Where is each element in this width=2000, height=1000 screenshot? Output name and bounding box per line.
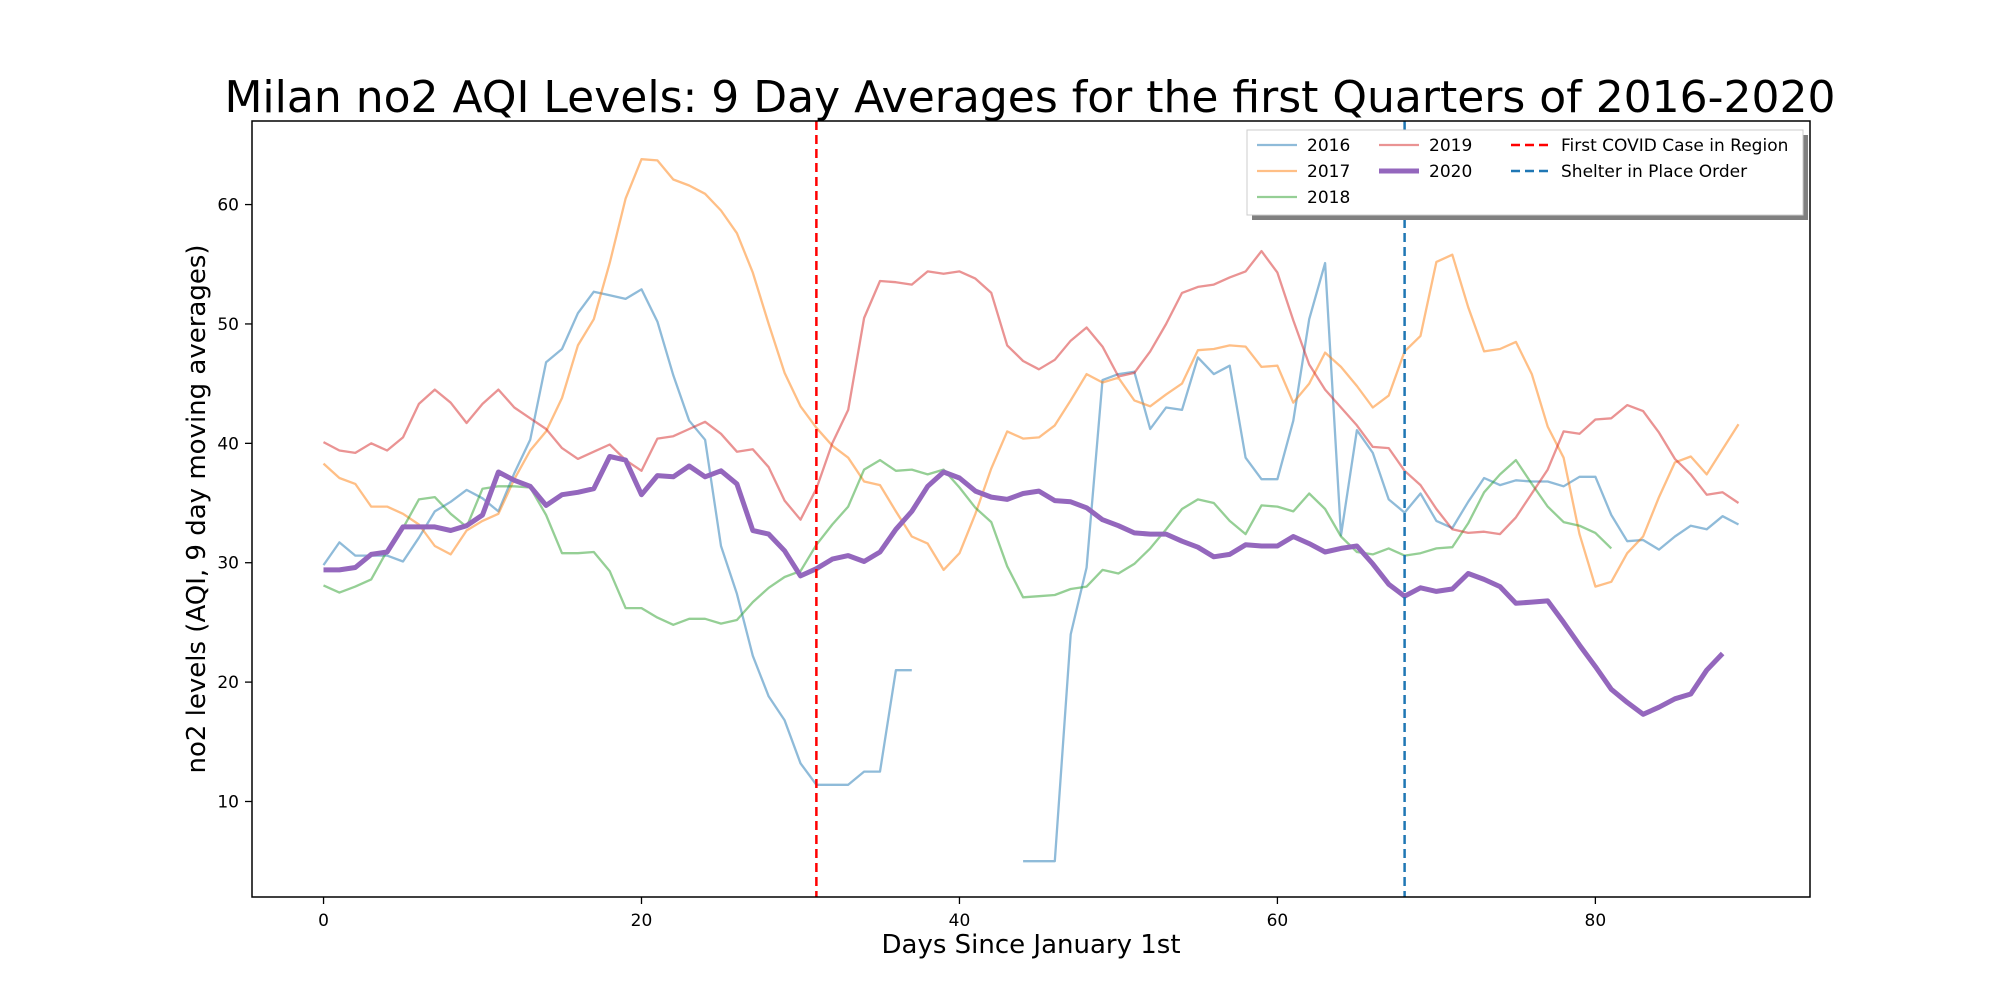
legend-label: 2018 <box>1307 188 1350 208</box>
plot-area <box>322 158 1740 863</box>
x-tick-label: 60 <box>1267 911 1289 931</box>
y-tick-label: 30 <box>217 554 239 574</box>
series-line-2016-segment-1 <box>322 288 912 786</box>
x-tick-label: 80 <box>1585 911 1607 931</box>
legend: 2016 2017 2018 2019 2020 First COVID Case in … <box>1246 129 1808 220</box>
x-axis-title: Days Since January 1st <box>881 930 1180 960</box>
y-tick-label: 10 <box>217 792 239 812</box>
legend-label: Shelter in Place Order <box>1561 162 1747 182</box>
plot-frame <box>251 120 1811 898</box>
reference-lines <box>815 121 1406 897</box>
y-tick-label: 20 <box>217 673 239 693</box>
x-tick-label: 20 <box>631 911 653 931</box>
legend-label: 2020 <box>1429 162 1472 182</box>
legend-label: 2019 <box>1429 136 1472 156</box>
series-line-2019-segment-1 <box>322 249 1740 536</box>
y-tick-label: 50 <box>217 315 239 335</box>
chart-title: Milan no2 AQI Levels: 9 Day Averages for… <box>224 72 1835 123</box>
series-line-2016-segment-2 <box>1023 261 1740 863</box>
x-tick-label: 0 <box>318 911 329 931</box>
y-axis-ticks: 10 20 30 40 50 60 <box>217 196 252 812</box>
legend-label: First COVID Case in Region <box>1561 136 1788 156</box>
legend-label: 2017 <box>1307 162 1350 182</box>
y-tick-label: 60 <box>217 196 239 216</box>
x-axis-ticks: 0 20 40 60 80 <box>318 897 1606 931</box>
series-line-2020-segment-1 <box>323 454 1725 717</box>
series-line-2017-segment-1 <box>322 158 1740 588</box>
series-line-2018-segment-1 <box>323 458 1613 626</box>
x-tick-label: 40 <box>949 911 971 931</box>
legend-label: 2016 <box>1307 136 1350 156</box>
y-tick-label: 40 <box>217 434 239 454</box>
y-axis-title: no2 levels (AQI, 9 day moving averages) <box>182 244 212 773</box>
